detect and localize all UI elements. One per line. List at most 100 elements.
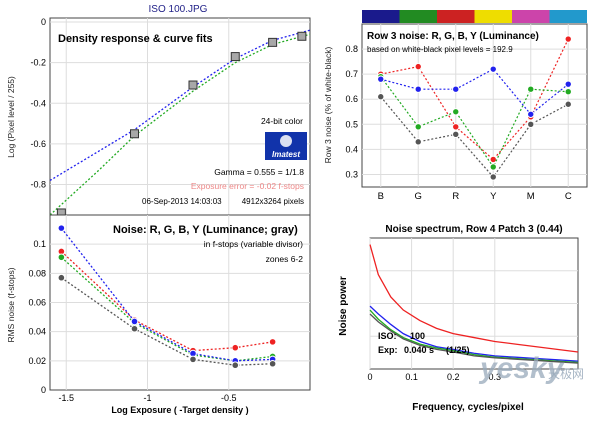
density-fit-blue [49,29,311,182]
noise-spectrum-xlabel: Frequency, cycles/pixel [412,402,524,413]
row3-noise-line-B [380,68,569,116]
row3-noise-point-B [527,110,535,118]
row3-noise-point-G [414,123,422,131]
row3-noise-line-G [380,76,569,169]
noise-spectrum-chart: Noise spectrum, Row 4 Patch 3 (0.44) 0 0.… [338,224,584,413]
yesky-watermark: yesky 天极网 [478,352,584,385]
imatest-logo: Imatest [265,132,307,160]
noise-fstops-point-G [57,253,66,262]
row3-noise-point-B [452,85,460,93]
noise-spectrum-grid [369,238,578,369]
row3-noise-point-R [414,62,422,71]
noise-spectrum-ylabel: Noise power [338,276,349,336]
date-label: 06-Sep-2013 14:03:03 [142,197,222,206]
density-y-tick-label: -0.2 [30,58,46,68]
row3-noise-point-Y [489,173,497,181]
density-y-tick-label: -0.4 [30,98,46,108]
density-plot-area [49,17,311,216]
noise-fstops-y-tick-label: 0.04 [28,327,46,337]
pixel-size-label: 4912x3264 pixels [242,197,304,206]
noise-fstops-x-ticks: -1.5 -1 -0.5 [58,393,236,403]
row3-noise-point-Y [452,130,460,139]
row3-noise-y-tick-label: 0.4 [345,144,358,154]
noise-fstops-y-tick-label: 0 [41,385,46,395]
noise-fstops-point-R [231,343,240,352]
density-title: Density response & curve fits [58,33,213,45]
noise-fstops-point-Y [231,361,240,370]
row3-noise-point-Y [564,100,572,108]
row3-noise-x-tick-label: C [565,191,572,202]
density-point [188,80,198,90]
row3-noise-point-G [489,163,497,171]
row3-noise-y-tick-label: 0.6 [345,94,358,104]
exposure-fraction: (1/25) [446,345,470,355]
noise-spectrum-line-R [369,244,579,353]
row3-noise-y-tick-label: 0.7 [345,69,358,79]
exposure-value: 0.040 s [404,345,434,355]
noise-fstops-title: Noise: R, G, B, Y (Luminance; gray) [113,224,298,236]
noise-fstops-point-B [57,224,66,232]
row3-noise-point-G [452,108,460,116]
noise-fstops-point-B [130,317,139,326]
noise-fstops-y-tick-label: 0.1 [33,239,46,249]
row3-noise-y-tick-label: 0.5 [345,119,358,129]
noise-fstops-point-Y [268,359,277,368]
row3-noise-chart: 0.3 0.4 0.5 0.6 0.7 0.8 B G R Y M C Row 3 noise: R… [323,10,588,202]
row3-noise-point-B [489,65,497,73]
density-chart: -0.8 -0.6 -0.4 -0.2 0 Density response & cur… [6,17,311,218]
patch-swatch [362,10,400,23]
noise-spectrum-x-tick-label: 0 [367,372,372,382]
row3-noise-x-tick-label: G [415,191,422,202]
density-points [56,31,307,218]
noise-fstops-y-tick-label: 0.08 [28,268,46,278]
noise-spectrum-line-G [369,309,579,364]
noise-fstops-grid [50,215,310,390]
noise-fstops-x-tick-label: -0.5 [221,393,237,403]
noise-spectrum-x-ticks: 0 0.1 0.2 0.3 [367,372,501,382]
row3-noise-point-B [414,85,422,93]
exposure-label: Exp: [378,345,398,355]
patch-swatch [399,10,437,23]
noise-spectrum-x-tick-label: 0.3 [489,372,502,382]
row3-noise-point-G [527,85,535,93]
density-y-ticks: -0.8 -0.6 -0.4 -0.2 0 [30,17,46,189]
patch-swatch [549,10,587,23]
imatest-logo-text: Imatest [272,150,300,159]
row3-noise-point-Y [414,138,422,146]
row3-noise-y-tick-label: 0.3 [345,169,358,179]
noise-fstops-zones: zones 6-2 [266,254,304,264]
row3-noise-subtitle: based on white-black pixel levels = 192.… [367,45,513,54]
noise-fstops-chart: 0 0.02 0.04 0.06 0.08 0.1 -1.5 -1 -0.5 Noise: R… [6,214,311,415]
density-ylabel: Log (Pixel level / 255) [6,76,16,158]
row3-noise-point-Y [527,120,535,129]
noise-fstops-ylabel: RMS noise (f-stops) [6,267,16,342]
row3-noise-y-tick-label: 0.8 [345,44,358,54]
noise-fstops-line-R [60,250,273,352]
noise-fstops-point-Y [189,355,197,364]
noise-spectrum-title: Noise spectrum, Row 4 Patch 3 (0.44) [385,224,562,235]
row3-noise-point-R [452,123,460,131]
density-point [297,31,307,41]
patch-swatch [437,10,475,23]
row3-noise-point-R [489,155,497,164]
row3-noise-point-G [564,88,572,96]
iso-label: ISO: [378,331,397,341]
spectrum-info: ISO: 100 Exp: 0.040 s (1/25) [378,331,470,355]
bit-depth-label: 24-bit color [261,116,303,126]
row3-noise-series [377,35,572,181]
noise-fstops-point-Y [57,273,66,282]
imatest-logo-disc [280,135,292,147]
row3-noise-x-tick-label: Y [490,191,497,202]
noise-fstops-y-ticks: 0 0.02 0.04 0.06 0.08 0.1 [28,239,46,395]
watermark-logo: yesky [478,352,565,385]
row3-noise-plot-area [361,23,588,188]
row3-noise-y-ticks: 0.3 0.4 0.5 0.6 0.7 0.8 [345,44,358,179]
density-point [130,129,139,139]
noise-fstops-x-tick-label: -1.5 [58,393,74,403]
row3-noise-title: Row 3 noise: R, G, B, Y (Luminance) [367,31,539,42]
exposure-error-label: Exposure error = -0.02 f-stops [191,181,304,191]
row3-noise-x-tick-label: B [378,191,384,202]
patch-color-bar [362,10,587,23]
